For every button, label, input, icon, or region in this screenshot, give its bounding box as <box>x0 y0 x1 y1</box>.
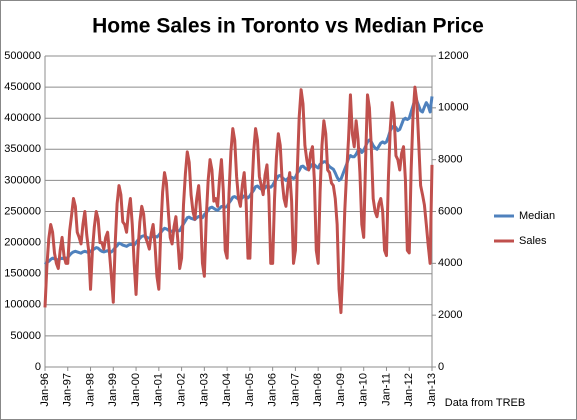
series-line <box>43 85 434 315</box>
x-tick-label: Jan-13 <box>426 373 438 407</box>
y-tick-label: 250000 <box>4 205 41 217</box>
y-tick-label: 200000 <box>4 237 41 249</box>
y-tick-label: 150000 <box>4 268 41 280</box>
x-tick-label: Jan-08 <box>312 373 324 407</box>
y2-tick-label: 12000 <box>438 50 469 62</box>
x-tick-label: Jan-10 <box>358 373 370 407</box>
legend-label: Median <box>519 210 555 222</box>
y-tick-label: 350000 <box>4 143 41 155</box>
x-tick-label: Jan-11 <box>380 373 392 406</box>
x-tick-label: Jan-98 <box>84 373 96 407</box>
x-tick-label: Jan-04 <box>221 373 233 407</box>
y-tick-label: 400000 <box>4 112 41 124</box>
x-tick-label: Jan-09 <box>335 373 347 407</box>
x-tick-label: Jan-05 <box>244 373 256 407</box>
y2-tick-label: 2000 <box>438 309 462 321</box>
x-tick-label: Jan-12 <box>403 373 415 407</box>
x-tick-label: Jan-99 <box>107 373 119 407</box>
legend-label: Sales <box>519 235 547 247</box>
x-tick-label: Jan-97 <box>62 373 74 407</box>
y2-tick-label: 4000 <box>438 257 462 269</box>
y-tick-label: 500000 <box>4 50 41 62</box>
y-tick-label: 50000 <box>10 330 41 342</box>
y-tick-label: 0 <box>35 361 41 373</box>
x-tick-label: Jan-06 <box>267 373 279 407</box>
source-note: Data from TREB <box>445 397 526 409</box>
y-tick-label: 300000 <box>4 174 41 186</box>
x-tick-label: Jan-02 <box>175 373 187 407</box>
x-tick-label: Jan-07 <box>289 373 301 407</box>
x-tick-label: Jan-01 <box>153 373 165 407</box>
x-tick-label: Jan-00 <box>130 373 142 407</box>
y2-tick-label: 8000 <box>438 154 462 166</box>
y2-tick-label: 10000 <box>438 102 469 114</box>
y-tick-label: 100000 <box>4 299 41 311</box>
x-tick-label: Jan-03 <box>198 373 210 407</box>
y2-tick-label: 0 <box>438 361 444 373</box>
y2-tick-label: 6000 <box>438 205 462 217</box>
y-tick-label: 450000 <box>4 81 41 93</box>
x-tick-label: Jan-96 <box>39 373 51 407</box>
chart-title: Home Sales in Toronto vs Median Price <box>92 15 484 38</box>
